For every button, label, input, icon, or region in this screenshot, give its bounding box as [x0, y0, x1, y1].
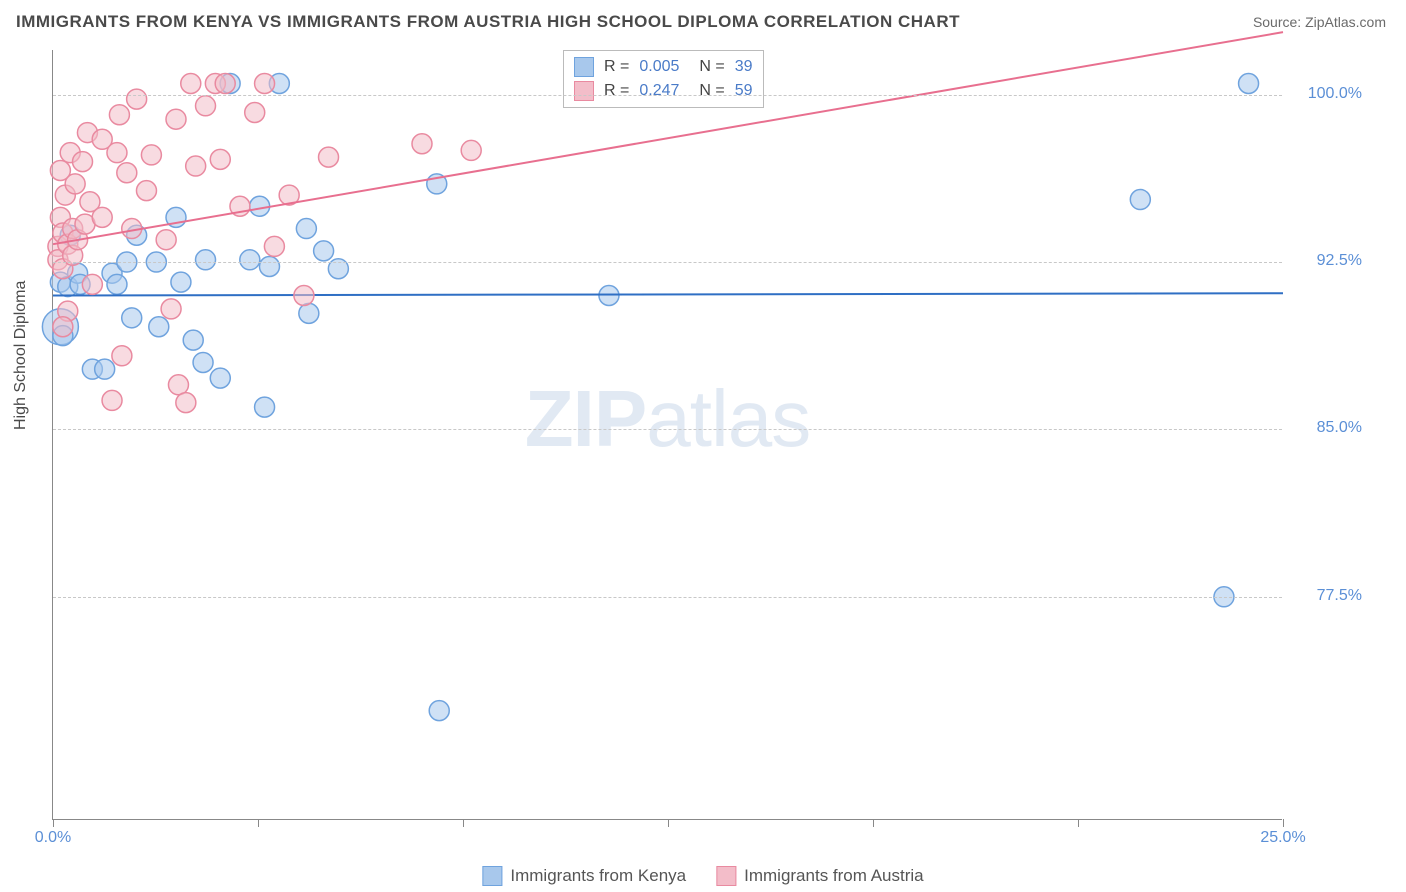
- x-tick-label: 25.0%: [1260, 829, 1305, 847]
- legend-swatch: [574, 81, 594, 101]
- legend-row: R = 0.005 N = 39: [574, 55, 753, 79]
- data-point: [161, 299, 181, 319]
- legend-item: Immigrants from Austria: [716, 866, 924, 886]
- y-tick-label: 92.5%: [1292, 252, 1362, 270]
- legend-item: Immigrants from Kenya: [482, 866, 686, 886]
- correlation-legend: R = 0.005 N = 39 R = 0.247 N = 59: [563, 50, 764, 108]
- data-point: [122, 308, 142, 328]
- data-point: [193, 352, 213, 372]
- data-point: [183, 330, 203, 350]
- y-axis-label: High School Diploma: [12, 281, 30, 430]
- legend-swatch: [574, 57, 594, 77]
- data-point: [73, 152, 93, 172]
- data-point: [117, 163, 137, 183]
- data-point: [319, 147, 339, 167]
- legend-label: Immigrants from Austria: [744, 866, 924, 886]
- data-point: [1239, 73, 1259, 93]
- data-point: [210, 149, 230, 169]
- x-tick: [873, 819, 874, 827]
- data-point: [210, 368, 230, 388]
- data-point: [109, 105, 129, 125]
- data-point: [264, 236, 284, 256]
- plot-svg: [53, 50, 1282, 819]
- y-tick-label: 85.0%: [1292, 419, 1362, 437]
- data-point: [250, 196, 270, 216]
- data-point: [461, 140, 481, 160]
- legend-n-label: N =: [699, 82, 724, 100]
- data-point: [65, 174, 85, 194]
- chart-title: IMMIGRANTS FROM KENYA VS IMMIGRANTS FROM…: [16, 12, 960, 32]
- legend-r-label: R =: [604, 58, 629, 76]
- legend-row: R = 0.247 N = 59: [574, 79, 753, 103]
- x-tick: [463, 819, 464, 827]
- series-legend: Immigrants from Kenya Immigrants from Aus…: [482, 866, 923, 886]
- trend-line: [53, 293, 1283, 295]
- x-tick: [258, 819, 259, 827]
- data-point: [181, 73, 201, 93]
- x-tick: [1078, 819, 1079, 827]
- data-point: [156, 230, 176, 250]
- y-tick-label: 100.0%: [1292, 85, 1362, 103]
- gridline: [53, 597, 1282, 598]
- data-point: [429, 701, 449, 721]
- data-point: [141, 145, 161, 165]
- x-tick: [668, 819, 669, 827]
- data-point: [92, 207, 112, 227]
- legend-swatch: [482, 866, 502, 886]
- legend-n-value: 59: [735, 82, 753, 100]
- data-point: [299, 303, 319, 323]
- legend-r-value: 0.247: [639, 82, 679, 100]
- data-point: [136, 181, 156, 201]
- data-point: [149, 317, 169, 337]
- data-point: [296, 219, 316, 239]
- source-label: Source: ZipAtlas.com: [1253, 14, 1386, 30]
- data-point: [53, 317, 73, 337]
- data-point: [294, 286, 314, 306]
- data-point: [255, 73, 275, 93]
- legend-r-label: R =: [604, 82, 629, 100]
- data-point: [107, 143, 127, 163]
- data-point: [171, 272, 191, 292]
- data-point: [168, 375, 188, 395]
- legend-n-value: 39: [735, 58, 753, 76]
- data-point: [82, 274, 102, 294]
- data-point: [107, 274, 127, 294]
- gridline: [53, 95, 1282, 96]
- data-point: [1130, 190, 1150, 210]
- legend-label: Immigrants from Kenya: [510, 866, 686, 886]
- legend-swatch: [716, 866, 736, 886]
- data-point: [412, 134, 432, 154]
- y-tick-label: 77.5%: [1292, 587, 1362, 605]
- data-point: [186, 156, 206, 176]
- data-point: [245, 102, 265, 122]
- data-point: [166, 109, 186, 129]
- data-point: [95, 359, 115, 379]
- data-point: [255, 397, 275, 417]
- data-point: [196, 96, 216, 116]
- gridline: [53, 262, 1282, 263]
- data-point: [112, 346, 132, 366]
- data-point: [259, 256, 279, 276]
- data-point: [176, 393, 196, 413]
- x-tick-label: 0.0%: [35, 829, 71, 847]
- data-point: [314, 241, 334, 261]
- data-point: [215, 73, 235, 93]
- x-tick: [53, 819, 54, 827]
- x-tick: [1283, 819, 1284, 827]
- data-point: [102, 390, 122, 410]
- data-point: [127, 89, 147, 109]
- data-point: [240, 250, 260, 270]
- legend-r-value: 0.005: [639, 58, 679, 76]
- chart-area: ZIPatlas R =0.005N =39R =0.247N =59 77.5…: [52, 50, 1282, 820]
- gridline: [53, 429, 1282, 430]
- legend-n-label: N =: [699, 58, 724, 76]
- data-point: [196, 250, 216, 270]
